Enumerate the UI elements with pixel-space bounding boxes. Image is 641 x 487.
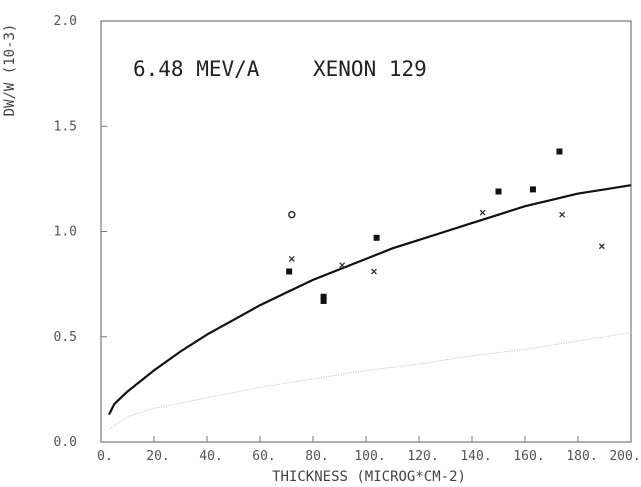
square-point: [320, 297, 327, 304]
y-tick-label: 2.0: [54, 14, 77, 29]
x-tick-label: 20.: [146, 449, 169, 464]
cross-point: [288, 255, 295, 262]
x-tick-label: 100.: [354, 449, 385, 464]
square-point: [529, 186, 536, 193]
cross-point: [479, 209, 486, 216]
y-tick-label: 0.0: [54, 435, 77, 450]
x-tick-label: 180.: [566, 449, 597, 464]
x-tick-label: 0.: [97, 449, 113, 464]
square-point: [320, 293, 327, 300]
square-point: [373, 234, 380, 241]
x-tick-label: 40.: [199, 449, 222, 464]
cross-point: [339, 262, 346, 269]
y-tick-label: 1.5: [54, 119, 77, 134]
cross-point: [559, 211, 566, 218]
x-tick-label: 200.: [609, 449, 640, 464]
x-tick-label: 120.: [407, 449, 438, 464]
x-tick-label: 80.: [305, 449, 328, 464]
energy-annotation: 6.48 MEV/A: [133, 57, 260, 81]
x-tick-label: 160.: [513, 449, 544, 464]
square-point: [495, 188, 502, 195]
x-axis-ticks: 0. 20. 40. 60. 80. 100. 120. 140. 160. 180. 200.: [97, 436, 641, 464]
y-axis-title: DW/W (10-3): [2, 24, 18, 117]
x-tick-label: 140.: [460, 449, 491, 464]
curves: [108, 184, 632, 430]
lower-curve: [108, 332, 632, 430]
y-tick-label: 0.5: [54, 330, 77, 345]
x-tick-label: 60.: [252, 449, 275, 464]
x-axis-title: THICKNESS (MICROG*CM-2): [272, 469, 466, 485]
ion-annotation: XENON 129: [313, 57, 427, 81]
plot-frame: [100, 20, 632, 443]
cross-point: [598, 243, 605, 250]
data-points: [286, 148, 605, 304]
y-tick-label: 1.0: [54, 225, 77, 240]
circle-point: [288, 210, 296, 219]
cross-point: [370, 268, 377, 275]
square-point: [286, 268, 293, 275]
fit-curve: [108, 184, 632, 416]
y-axis-ticks: 0.0 0.5 1.0 1.5 2.0: [54, 14, 107, 450]
square-point: [556, 148, 563, 155]
